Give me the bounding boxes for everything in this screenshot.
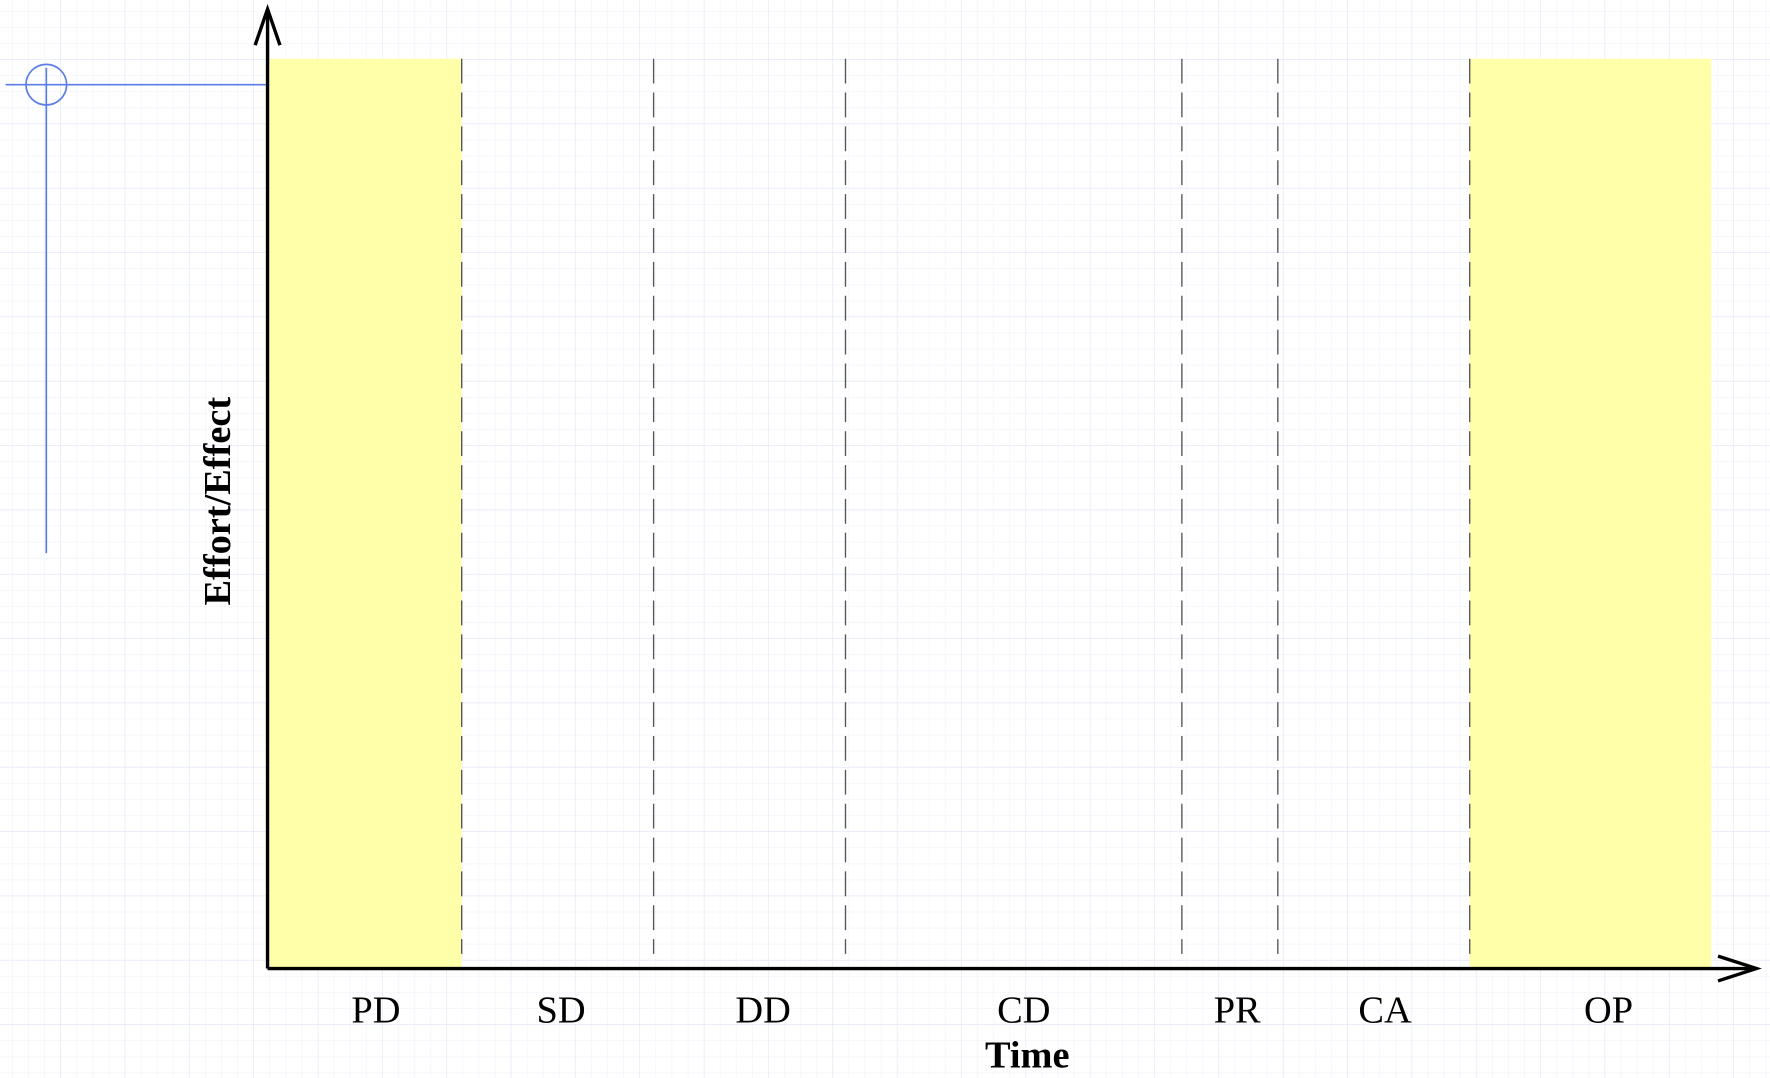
phase-label: CD <box>997 989 1050 1031</box>
axes <box>253 3 1762 983</box>
phase-label: OP <box>1584 989 1633 1031</box>
phase-label: PR <box>1214 989 1261 1031</box>
y-arrow <box>253 3 282 46</box>
phase-label: DD <box>735 989 790 1031</box>
phase-label: CA <box>1358 989 1412 1031</box>
phase-dividers <box>461 58 1471 954</box>
phase-label: SD <box>537 989 586 1031</box>
x-axis-label: Time <box>985 1035 1070 1077</box>
guides <box>5 63 268 554</box>
x-arrow <box>1717 954 1762 983</box>
phase-highlight[interactable] <box>1469 58 1712 969</box>
phase-label: PD <box>351 989 400 1031</box>
guide-handle[interactable] <box>25 63 68 106</box>
phase-highlight[interactable] <box>269 58 462 969</box>
y-axis-label: Effort/Effect <box>197 397 239 606</box>
